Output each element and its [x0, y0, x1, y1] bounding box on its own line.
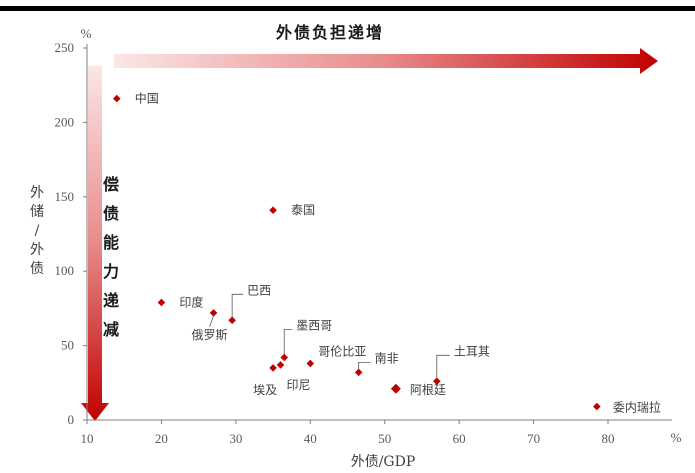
vertical-arrow-shape — [81, 66, 109, 421]
data-point — [209, 309, 218, 317]
point-label: 印尼 — [287, 378, 311, 392]
vertical-arrow-char: 力 — [103, 262, 121, 281]
data-point — [276, 361, 285, 369]
x-axis-title: 外债/GDP — [351, 454, 416, 470]
data-point — [433, 377, 441, 386]
data-point — [306, 359, 315, 368]
leader-line — [283, 329, 293, 356]
point-label: 墨西哥 — [296, 319, 332, 333]
y-axis-title-char: 外 — [30, 242, 44, 258]
point-label: 印度 — [179, 294, 203, 309]
point-label: 泰国 — [291, 203, 315, 217]
y-axis-title-char: 债 — [30, 261, 44, 277]
vertical-arrow-char: 减 — [103, 320, 121, 339]
data-point — [390, 383, 401, 394]
data-point — [269, 364, 277, 372]
y-tick-label: 100 — [55, 263, 75, 278]
data-point — [593, 402, 601, 411]
point-label: 埃及 — [253, 383, 277, 397]
point-label: 中国 — [135, 91, 159, 106]
vertical-arrow-char: 能 — [103, 233, 121, 252]
point-label: 俄罗斯 — [192, 328, 228, 342]
y-axis-title-char: 储 — [30, 204, 44, 220]
vertical-arrow-char: 债 — [103, 204, 121, 223]
data-point — [354, 368, 363, 377]
data-points — [112, 94, 601, 411]
x-tick-label: 40 — [304, 431, 317, 446]
data-point — [157, 298, 166, 307]
leader-line — [436, 354, 450, 380]
x-tick-label: 70 — [527, 431, 540, 446]
y-axis-title-char: 外 — [30, 185, 44, 201]
y-unit: % — [81, 26, 92, 41]
leader-line — [231, 293, 244, 319]
data-point — [269, 206, 277, 214]
data-point — [112, 94, 121, 103]
y-tick-label: 250 — [55, 40, 75, 55]
data-point — [280, 353, 289, 362]
x-tick-label: 10 — [81, 431, 94, 446]
y-axis-title: 外储/外债 — [30, 185, 44, 277]
x-tick-label: 50 — [378, 431, 391, 446]
horizontal-arrow: 外债负担递增 — [114, 23, 658, 74]
point-label: 巴西 — [247, 283, 271, 297]
x-tick-label: 20 — [155, 431, 168, 446]
axes — [83, 44, 672, 424]
y-tick-labels: 0 50 100 150 200 250 — [55, 40, 75, 427]
leader-lines — [209, 293, 450, 380]
point-label: 哥伦比亚 — [318, 343, 366, 358]
point-label: 阿根廷 — [410, 383, 446, 397]
point-label: 南非 — [375, 350, 399, 365]
point-label: 委内瑞拉 — [613, 400, 661, 415]
point-label: 土耳其 — [454, 344, 490, 358]
vertical-arrow-char: 递 — [103, 291, 121, 310]
data-point — [228, 316, 236, 325]
x-unit: % — [671, 430, 682, 445]
x-tick-label: 30 — [229, 431, 242, 446]
x-tick-label: 80 — [602, 431, 615, 446]
y-tick-label: 50 — [61, 338, 74, 353]
leader-line — [358, 361, 371, 371]
top-rule — [0, 6, 695, 11]
horizontal-arrow-label: 外债负担递增 — [275, 23, 384, 42]
x-tick-label: 60 — [453, 431, 466, 446]
y-axis-title-char: / — [35, 223, 40, 239]
horizontal-arrow-shape — [114, 48, 658, 74]
vertical-arrow-char: 偿 — [103, 175, 121, 194]
x-tick-labels: 10 20 30 40 50 60 70 80 — [81, 431, 615, 446]
y-tick-label: 150 — [55, 189, 75, 204]
y-tick-label: 0 — [68, 412, 75, 427]
y-tick-label: 200 — [55, 114, 75, 129]
